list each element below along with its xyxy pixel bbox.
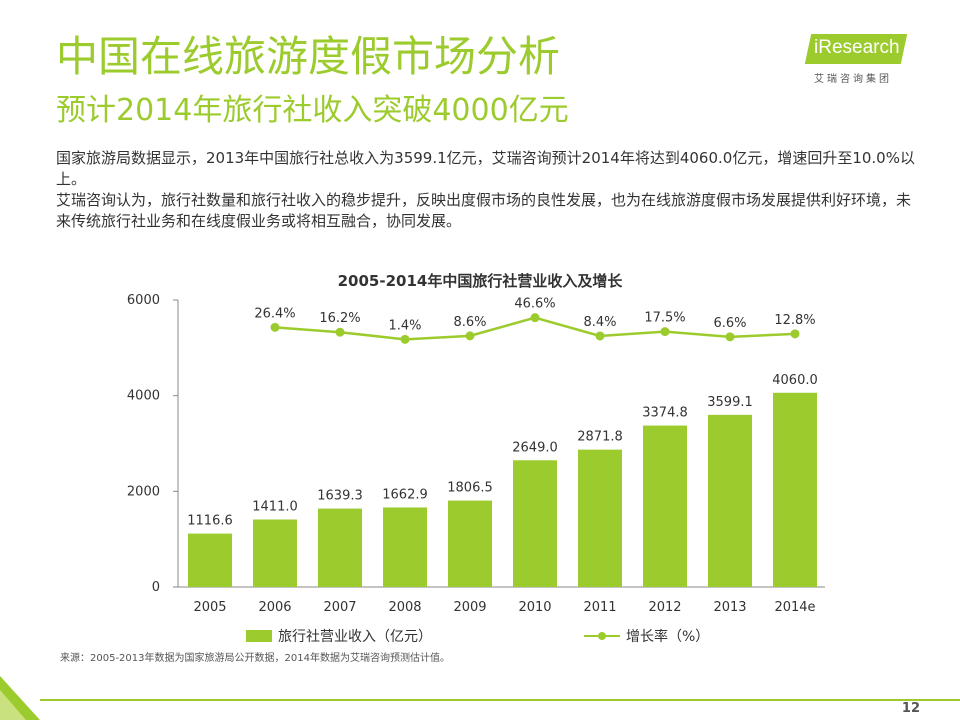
x-tick-label: 2011 xyxy=(583,600,616,615)
legend-line-label: 增长率（%） xyxy=(626,629,710,645)
bar-value-label: 1116.6 xyxy=(187,514,233,529)
legend-bar-swatch xyxy=(246,630,272,642)
x-tick-label: 2014e xyxy=(774,600,815,615)
x-tick-label: 2007 xyxy=(323,600,356,615)
bar-value-label: 3599.1 xyxy=(707,395,753,410)
x-tick-label: 2013 xyxy=(713,600,746,615)
bar-value-label: 2649.0 xyxy=(512,440,558,455)
bar xyxy=(188,533,232,587)
growth-point xyxy=(530,313,540,323)
legend-line: 增长率（%） xyxy=(584,626,709,646)
body-text: 国家旅游局数据显示，2013年中国旅行社总收入为3599.1亿元，艾瑞咨询预计2… xyxy=(56,148,916,232)
growth-value-label: 17.5% xyxy=(644,311,685,326)
growth-value-label: 46.6% xyxy=(514,297,555,312)
x-tick-label: 2012 xyxy=(648,600,681,615)
growth-value-label: 16.2% xyxy=(319,311,360,326)
bar xyxy=(318,508,362,587)
paragraph-1: 国家旅游局数据显示，2013年中国旅行社总收入为3599.1亿元，艾瑞咨询预计2… xyxy=(56,149,915,188)
bar xyxy=(708,414,752,587)
bar xyxy=(643,425,687,587)
x-tick-label: 2005 xyxy=(193,600,226,615)
logo-text: iResearch xyxy=(814,37,900,58)
logo-subtext: 艾瑞咨询集团 xyxy=(814,74,892,85)
x-tick-label: 2008 xyxy=(388,600,421,615)
growth-value-label: 6.6% xyxy=(713,316,746,331)
y-tick-label: 4000 xyxy=(127,389,160,404)
y-tick-label: 6000 xyxy=(127,293,160,308)
legend-bar: 旅行社营业收入（亿元） xyxy=(246,626,432,646)
legend-line-swatch xyxy=(584,630,620,642)
iresearch-logo: iResearch 艾瑞咨询集团 xyxy=(804,34,908,85)
legend-bar-label: 旅行社营业收入（亿元） xyxy=(278,629,432,645)
growth-value-label: 26.4% xyxy=(254,306,295,321)
bar xyxy=(253,519,297,587)
growth-point xyxy=(465,331,475,341)
x-tick-label: 2010 xyxy=(518,600,551,615)
bar xyxy=(578,449,622,587)
x-tick-label: 2009 xyxy=(453,600,486,615)
growth-value-label: 8.6% xyxy=(453,315,486,330)
page-subtitle: 预计2014年旅行社收入突破4000亿元 xyxy=(56,93,569,128)
page-number: 12 xyxy=(901,701,920,716)
growth-point xyxy=(400,334,410,344)
bar-value-label: 3374.8 xyxy=(642,406,688,421)
growth-point xyxy=(790,329,800,339)
bar xyxy=(773,392,817,587)
page-title: 中国在线旅游度假市场分析 xyxy=(56,32,561,81)
y-tick-label: 0 xyxy=(152,580,160,595)
growth-point xyxy=(725,332,735,342)
growth-value-label: 1.4% xyxy=(388,318,421,333)
growth-point xyxy=(270,322,280,332)
growth-value-label: 12.8% xyxy=(774,313,815,328)
bar-value-label: 1639.3 xyxy=(317,489,363,504)
bar-value-label: 1411.0 xyxy=(252,500,298,515)
bar-value-label: 2871.8 xyxy=(577,430,623,445)
bar-value-label: 4060.0 xyxy=(772,373,818,388)
growth-point xyxy=(595,331,605,341)
growth-point xyxy=(660,327,670,337)
paragraph-2: 艾瑞咨询认为，旅行社数量和旅行社收入的稳步提升，反映出度假市场的良性发展，也为在… xyxy=(56,191,912,230)
growth-value-label: 8.4% xyxy=(583,315,616,330)
growth-point xyxy=(335,327,345,337)
footer-decoration xyxy=(0,676,40,720)
bar xyxy=(513,460,557,587)
x-tick-label: 2006 xyxy=(258,600,291,615)
source-note: 来源：2005-2013年数据为国家旅游局公开数据，2014年数据为艾瑞咨询预测… xyxy=(60,653,450,664)
bar xyxy=(383,507,427,587)
bar-value-label: 1806.5 xyxy=(447,481,493,496)
footer-line xyxy=(40,699,960,701)
y-tick-label: 2000 xyxy=(127,484,160,499)
bar-value-label: 1662.9 xyxy=(382,487,428,502)
chart-title: 2005-2014年中国旅行社营业收入及增长 xyxy=(337,272,623,290)
bar xyxy=(448,500,492,587)
